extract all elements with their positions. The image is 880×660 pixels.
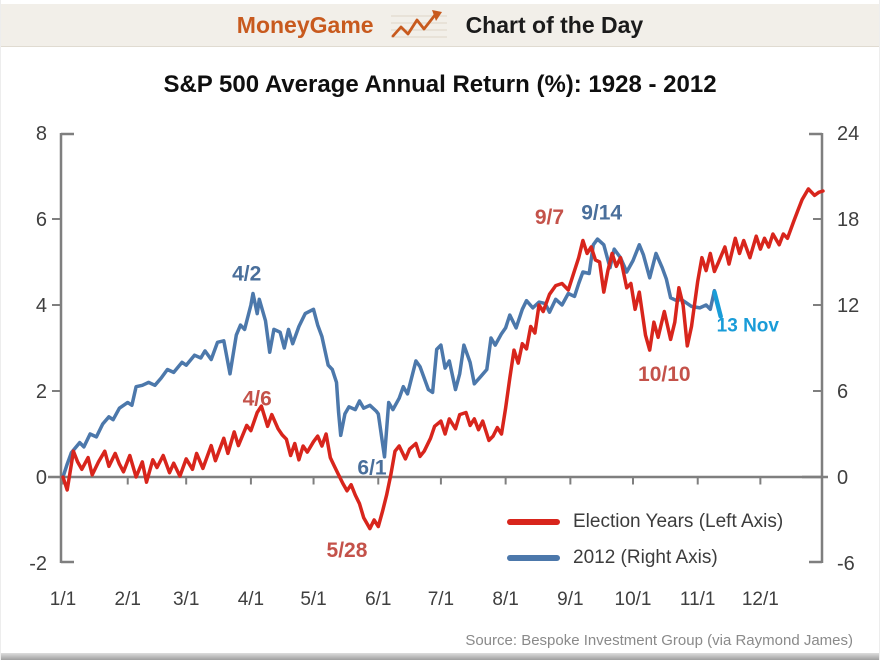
annotation-10-10: 10/10 bbox=[638, 363, 691, 386]
annotation-5-28: 5/28 bbox=[327, 539, 368, 562]
x-axis-tick-label: 2/1 bbox=[115, 589, 141, 610]
left-axis-tick-label: 4 bbox=[36, 295, 47, 317]
left-axis-tick-label: -2 bbox=[29, 553, 47, 575]
header-bar: MoneyGame Chart of the Day bbox=[1, 4, 879, 47]
right-axis-tick-label: 18 bbox=[837, 209, 859, 231]
zigzag-trend-icon bbox=[390, 10, 447, 38]
x-axis-tick-label: 8/1 bbox=[492, 589, 518, 610]
chart-title: S&P 500 Average Annual Return (%): 1928 … bbox=[163, 71, 717, 98]
right-axis-tick-label: 0 bbox=[837, 467, 848, 489]
right-axis-tick-label: -6 bbox=[837, 553, 855, 575]
x-axis-tick-label: 11/1 bbox=[680, 589, 716, 610]
x-axis-tick-label: 4/1 bbox=[238, 589, 264, 610]
x-axis-tick-label: 9/1 bbox=[557, 589, 583, 610]
left-axis-tick-label: 8 bbox=[36, 123, 47, 145]
x-axis-tick-label: 10/1 bbox=[615, 589, 652, 610]
annotation-4-2: 4/2 bbox=[232, 263, 261, 286]
left-axis-tick-label: 6 bbox=[36, 209, 47, 231]
legend-item-election-years: Election Years (Left Axis) bbox=[507, 510, 783, 533]
x-axis-tick-label: 12/1 bbox=[742, 589, 779, 610]
x-axis-tick-label: 5/1 bbox=[300, 589, 326, 610]
annotation-6-1: 6/1 bbox=[357, 457, 387, 480]
annotation-9-7: 9/7 bbox=[535, 206, 564, 229]
legend-label-election-years: Election Years (Left Axis) bbox=[573, 510, 784, 532]
right-axis-tick-label: 24 bbox=[837, 123, 859, 145]
series-line-election-years bbox=[61, 187, 825, 531]
annotation-9-14: 9/14 bbox=[581, 202, 622, 225]
annotation-13-nov: 13 Nov bbox=[717, 315, 780, 336]
legend-swatch-election-years bbox=[507, 518, 560, 525]
header-content: MoneyGame Chart of the Day bbox=[237, 8, 643, 42]
source-credit: Source: Bespoke Investment Group (via Ra… bbox=[465, 632, 853, 649]
legend-label-2012: 2012 (Right Axis) bbox=[573, 546, 718, 568]
bottom-strip bbox=[1, 653, 879, 660]
left-axis-tick-label: 2 bbox=[36, 381, 47, 403]
x-axis-tick-label: 6/1 bbox=[365, 589, 391, 610]
header-title: Chart of the Day bbox=[465, 11, 644, 38]
legend-swatch-2012 bbox=[507, 554, 560, 561]
legend-item-2012: 2012 (Right Axis) bbox=[507, 546, 783, 569]
brand-logo: MoneyGame bbox=[236, 11, 374, 38]
annotation-4-6: 4/6 bbox=[243, 388, 272, 411]
series-line-2012 bbox=[61, 237, 717, 479]
x-axis-tick-label: 1/1 bbox=[50, 589, 76, 610]
right-axis-tick-label: 12 bbox=[837, 295, 859, 317]
x-axis-tick-label: 7/1 bbox=[428, 589, 454, 610]
x-axis-tick-label: 3/1 bbox=[173, 589, 199, 610]
left-axis-tick-label: 0 bbox=[36, 467, 47, 489]
right-axis-tick-label: 6 bbox=[837, 381, 848, 403]
legend: Election Years (Left Axis) 2012 (Right A… bbox=[507, 510, 783, 569]
marker-line-13-nov bbox=[712, 289, 723, 319]
